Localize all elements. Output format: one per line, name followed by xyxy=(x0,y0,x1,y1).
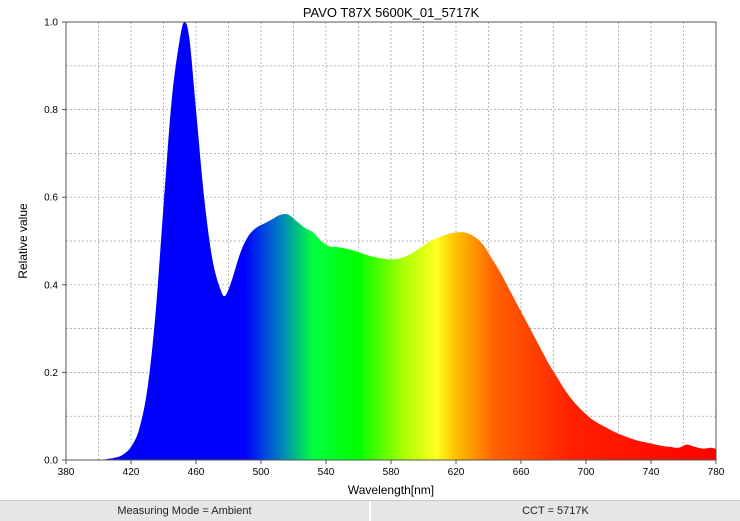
x-axis-label: Wavelength[nm] xyxy=(348,483,434,497)
y-tick-label: 0.0 xyxy=(44,456,58,467)
x-axis-ticks: 380 420 460 500 540 580 620 660 700 740 780 xyxy=(58,460,725,478)
x-tick-label: 620 xyxy=(448,467,465,478)
x-tick-label: 700 xyxy=(578,467,595,478)
x-tick-label: 660 xyxy=(513,467,530,478)
x-tick-label: 740 xyxy=(643,467,660,478)
x-tick-label: 500 xyxy=(253,467,270,478)
chart-title: PAVO T87X 5600K_01_5717K xyxy=(303,5,480,20)
y-tick-label: 0.6 xyxy=(44,193,58,204)
y-axis-ticks: 0.0 0.2 0.4 0.6 0.8 1.0 xyxy=(44,18,66,467)
y-tick-label: 1.0 xyxy=(44,18,58,29)
y-axis-label: Relative value xyxy=(16,203,30,279)
x-tick-label: 420 xyxy=(123,467,140,478)
spectrum-area xyxy=(66,22,716,460)
x-tick-label: 380 xyxy=(58,467,75,478)
y-tick-label: 0.4 xyxy=(44,280,58,291)
cct-status: CCT = 5717K xyxy=(369,501,740,521)
x-tick-label: 460 xyxy=(188,467,205,478)
status-bar: Measuring Mode = Ambient CCT = 5717K xyxy=(0,500,740,521)
x-tick-label: 580 xyxy=(383,467,400,478)
x-tick-label: 540 xyxy=(318,467,335,478)
y-tick-label: 0.8 xyxy=(44,105,58,116)
y-tick-label: 0.2 xyxy=(44,368,58,379)
measuring-mode-status: Measuring Mode = Ambient xyxy=(117,505,252,517)
x-tick-label: 780 xyxy=(708,467,725,478)
spectrum-chart: 380 420 460 500 540 580 620 660 700 740 780 0.0 0.2… xyxy=(16,5,725,497)
